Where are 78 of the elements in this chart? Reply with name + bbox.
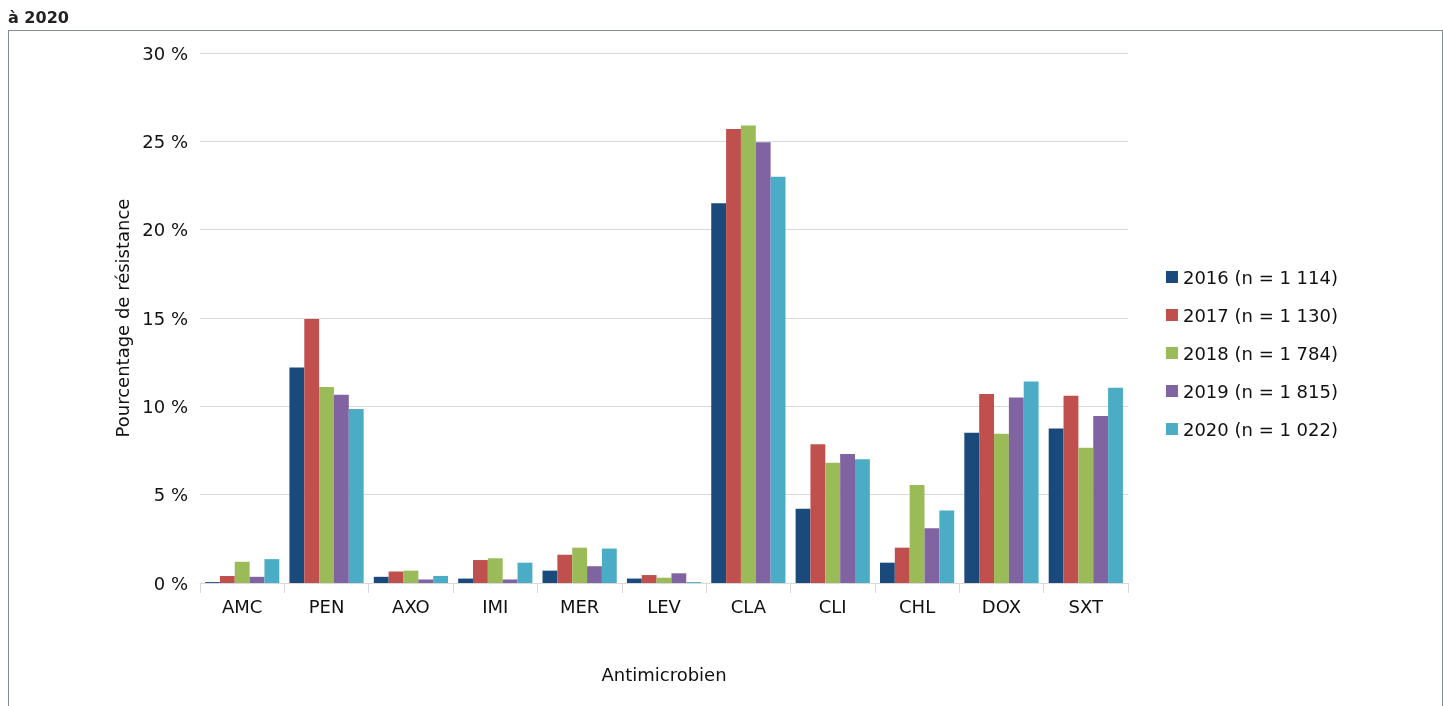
bar (557, 554, 573, 583)
bar (755, 142, 771, 583)
bar (542, 570, 558, 583)
bar (924, 528, 940, 583)
bar (909, 484, 925, 583)
bar (825, 462, 841, 583)
bar (1063, 395, 1079, 583)
bar (304, 318, 320, 583)
bar (1023, 381, 1039, 583)
bar (894, 547, 910, 583)
y-tick-label: 25 % (142, 130, 188, 152)
bar (855, 459, 870, 583)
bar (348, 408, 364, 583)
bar (726, 128, 741, 583)
bar (333, 394, 349, 583)
bar (626, 578, 642, 583)
y-tick-label: 20 % (142, 219, 188, 241)
bar (403, 570, 419, 583)
bar (1008, 397, 1024, 583)
bar (433, 575, 449, 583)
bar (458, 578, 473, 583)
legend-label: 2017 (n = 1 130) (1182, 304, 1339, 326)
text: à 2020 (8, 7, 69, 27)
x-tick-label: LEV (647, 595, 682, 617)
y-tick-label: 0 % (153, 572, 188, 594)
bar (1108, 387, 1123, 583)
x-tick-label: CLA (730, 595, 767, 617)
bar (994, 433, 1009, 583)
bar (388, 571, 404, 583)
bar (572, 547, 588, 583)
bar (1078, 447, 1094, 583)
bar (795, 508, 811, 583)
bar (671, 573, 687, 583)
y-tick-label: 10 % (142, 395, 188, 417)
bar (487, 558, 503, 583)
bar (502, 579, 518, 583)
y-tick-label: 30 % (142, 42, 188, 64)
bar (840, 454, 855, 583)
bar (373, 576, 389, 583)
bar (711, 203, 727, 583)
bar (517, 562, 533, 583)
bar (979, 393, 995, 583)
legend-label: 2019 (n = 1 815) (1182, 380, 1339, 402)
y-axis-title: Pourcentage de résistance (111, 198, 133, 438)
bar (473, 560, 488, 583)
x-tick-label: DOX (981, 595, 1022, 617)
bar (641, 575, 657, 583)
x-tick-label: CLI (818, 595, 847, 617)
y-tick-label: 15 % (142, 307, 188, 329)
x-tick-label: IMI (482, 595, 509, 617)
legend-label: 2018 (n = 1 784) (1182, 342, 1339, 364)
bar (289, 367, 305, 583)
legend-label: 2020 (n = 1 022) (1182, 418, 1339, 440)
bar (879, 562, 895, 583)
bar (810, 444, 826, 583)
y-tick-label: 5 % (153, 484, 188, 506)
bar (939, 510, 955, 583)
bar (1048, 428, 1064, 583)
bar (418, 579, 434, 583)
bar (964, 432, 980, 583)
bar (601, 548, 617, 583)
bar (264, 559, 280, 583)
x-tick-label: PEN (308, 595, 345, 617)
x-tick-label: AMC (221, 595, 263, 617)
bar (587, 566, 602, 583)
x-tick-label: SXT (1068, 595, 1105, 617)
x-tick-label: MER (559, 595, 600, 617)
bar (1093, 416, 1109, 583)
legend-label: 2016 (n = 1 114) (1182, 266, 1339, 288)
bar (770, 176, 786, 583)
x-tick-label: AXO (392, 595, 430, 617)
bar (740, 125, 756, 583)
x-axis-title: Antimicrobien (601, 663, 727, 685)
bar (249, 576, 265, 583)
bar (234, 561, 250, 583)
bar (319, 386, 334, 583)
bar (219, 575, 235, 583)
x-tick-label: CHL (899, 595, 936, 617)
